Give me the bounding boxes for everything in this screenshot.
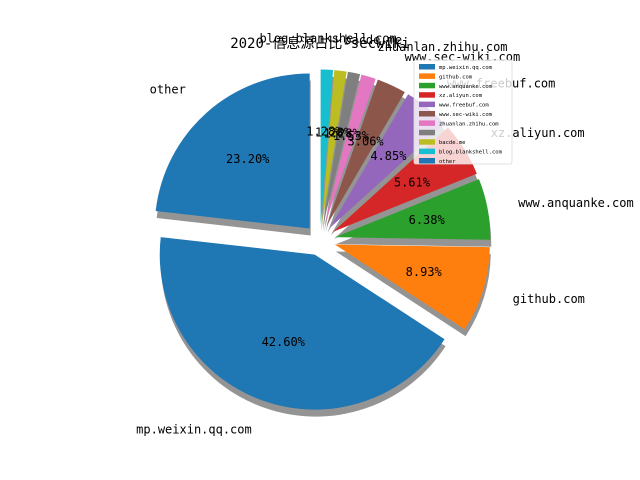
legend-swatch-blog-blankshell-com: [419, 148, 435, 155]
legend-swatch-zhuanlan-zhihu-com: [419, 120, 435, 126]
legend-label-blog-blankshell-com: blog.blankshell.com: [439, 150, 503, 156]
legend-swatch-www-sec-wiki-com: [419, 111, 435, 117]
slice-secwiki: [326, 79, 405, 226]
legend-swatch-xz-aliyun-com: [419, 92, 435, 98]
legend-frame: [413, 59, 513, 165]
slice-percent-blankshell: 1.28%: [306, 125, 343, 139]
slice-percent-github: 8.93%: [406, 265, 443, 279]
slice-label-github: github.com: [513, 292, 585, 306]
slice-percent-freebuf: 4.85%: [370, 149, 407, 163]
slice-unlabeled: [323, 71, 361, 225]
legend-label-mp-weixin-qq-com: mp.weixin.qq.com: [439, 65, 493, 71]
slice-other: [155, 73, 310, 229]
legend-swatch-other: [419, 158, 435, 164]
slice-percent-aliyun: 5.61%: [394, 175, 431, 189]
slice-percent-zhihu: 1.53%: [333, 129, 370, 143]
slice-bacde: [321, 70, 347, 225]
slice-percent-anquanke: 6.38%: [409, 213, 446, 227]
legend-label-github-com: github.com: [439, 74, 473, 80]
slice-label-aliyun: xz.aliyun.com: [491, 126, 585, 140]
slice-label-zhihu: zhuanlan.zhihu.com: [377, 40, 507, 54]
slice-weixin: [159, 237, 445, 410]
slice-percent-secwiki: 3.06%: [348, 135, 385, 149]
legend-swatch-www-freebuf-com: [419, 101, 435, 108]
slice-label-blankshell: blog.blankshell.com: [259, 32, 396, 46]
slice-percent-weixin: 42.60%: [262, 335, 306, 349]
slice-label-anquanke: www.anquanke.com: [518, 196, 634, 210]
slice-percent-other: 23.20%: [226, 152, 270, 166]
slice-percent-bacde: 1.28%: [315, 125, 352, 139]
legend-label-other: other: [439, 159, 456, 165]
slice-anquanke: [335, 179, 491, 240]
legend-swatch-bacde-me: [419, 139, 435, 145]
legend-swatch-www-anquanke-com: [419, 82, 435, 89]
legend-swatch-github-com: [419, 73, 435, 79]
legend: mp.weixin.qq.com github.com www.anquanke.c…: [413, 59, 513, 165]
slice-label-other: other: [150, 83, 186, 97]
slice-percent-unlabeled: 1.28%: [324, 127, 361, 141]
legend-label-xz-aliyun-com: xz.aliyun.com: [439, 93, 483, 99]
legend-label-www-freebuf-com: www.freebuf.com: [439, 103, 489, 109]
chart-title: 2020-信息源占比-secwiki: [230, 35, 410, 52]
slice-label-bacde: bacde.me: [344, 33, 402, 47]
legend-swatch-unlabeled: [419, 129, 435, 136]
legend-label-zhuanlan-zhihu-com: zhuanlan.zhihu.com: [439, 121, 499, 127]
slice-github: [334, 244, 490, 330]
slice-label-weixin: mp.weixin.qq.com: [136, 423, 252, 437]
slice-blankshell: [320, 69, 334, 225]
legend-label-www-sec-wiki-com: www.sec-wiki.com: [439, 112, 493, 118]
slice-zhihu: [324, 74, 376, 226]
legend-label-bacde-me: bacde.me: [439, 140, 466, 146]
legend-swatch-mp-weixin-qq-com: [419, 64, 435, 70]
legend-label-www-anquanke-com: www.anquanke.com: [439, 84, 493, 90]
